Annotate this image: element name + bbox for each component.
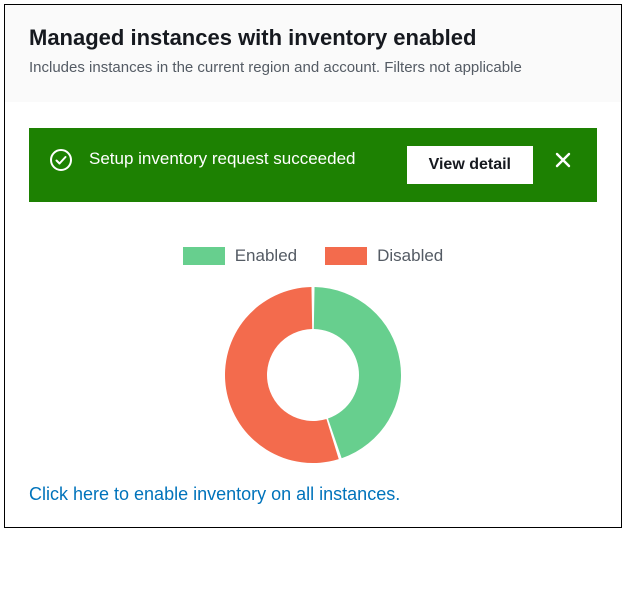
legend-item-enabled: Enabled bbox=[183, 246, 297, 266]
legend-swatch bbox=[325, 247, 367, 265]
legend-swatch bbox=[183, 247, 225, 265]
close-icon bbox=[553, 150, 573, 173]
donut-chart bbox=[29, 280, 597, 470]
enable-all-link[interactable]: Click here to enable inventory on all in… bbox=[29, 484, 400, 504]
view-detail-button[interactable]: View detail bbox=[407, 146, 533, 184]
banner-message: Setup inventory request succeeded bbox=[89, 146, 391, 172]
chart-legend: Enabled Disabled bbox=[29, 246, 597, 266]
success-check-icon bbox=[49, 148, 73, 177]
legend-label: Disabled bbox=[377, 246, 443, 266]
legend-label: Enabled bbox=[235, 246, 297, 266]
panel-title: Managed instances with inventory enabled bbox=[29, 25, 597, 51]
panel-header: Managed instances with inventory enabled… bbox=[5, 5, 621, 102]
enable-link-row: Click here to enable inventory on all in… bbox=[29, 484, 597, 505]
inventory-panel: Managed instances with inventory enabled… bbox=[4, 4, 622, 528]
panel-body: Setup inventory request succeeded View d… bbox=[5, 102, 621, 527]
close-banner-button[interactable] bbox=[549, 146, 577, 177]
legend-item-disabled: Disabled bbox=[325, 246, 443, 266]
success-banner: Setup inventory request succeeded View d… bbox=[29, 128, 597, 202]
panel-subtitle: Includes instances in the current region… bbox=[29, 57, 597, 78]
